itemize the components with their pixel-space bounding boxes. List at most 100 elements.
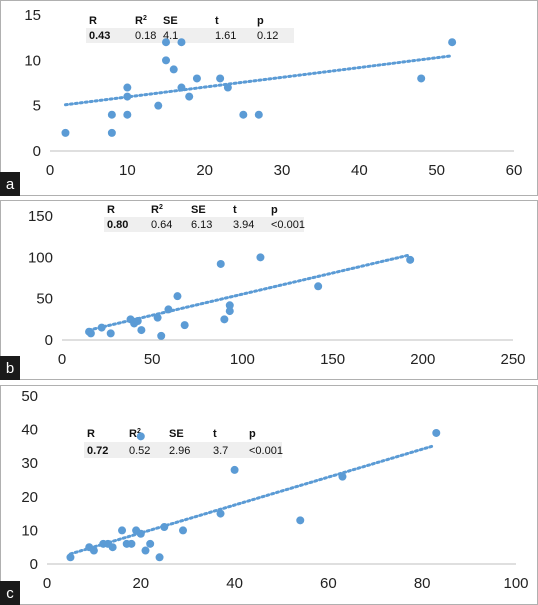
stats-value: 0.52 (129, 445, 150, 457)
data-point (157, 331, 166, 340)
data-point (406, 255, 415, 264)
y-tick-label: 150 (28, 208, 53, 225)
data-point (177, 38, 186, 47)
data-point (448, 38, 457, 47)
data-point (154, 101, 163, 110)
x-tick-label: 200 (410, 351, 435, 368)
data-point (118, 526, 127, 535)
stats-header: p (257, 15, 264, 27)
stats-value: <0.001 (249, 445, 283, 457)
y-tick-label: 5 (33, 98, 41, 115)
x-tick-label: 30 (274, 162, 291, 179)
y-tick-label: 20 (21, 489, 38, 506)
data-point (338, 472, 347, 481)
y-tick-label: 0 (30, 556, 38, 573)
stats-header: p (249, 428, 256, 440)
data-point (61, 128, 70, 137)
stats-value: 2.96 (169, 445, 190, 457)
trend-line (87, 253, 412, 332)
stats-header: R (89, 15, 97, 27)
y-tick-label: 10 (21, 522, 38, 539)
stats-value: 0.64 (151, 219, 172, 231)
data-point (185, 92, 194, 101)
data-point (123, 92, 132, 101)
stats-superscript: 2 (137, 428, 141, 435)
panel-c: 0 20 40 60 80 100 0 10 20 30 40 50 R R2 SE t p 0.72 0.52 2.… (0, 385, 538, 605)
data-point (86, 329, 95, 338)
panel-b: 0 50 100 150 200 250 0 50 100 150 R R2 SE t p 0.80 0.64 6… (0, 200, 538, 380)
x-tick-label: 20 (132, 575, 149, 592)
stats-value: 0.12 (257, 30, 278, 42)
stats-value: 1.61 (215, 30, 236, 42)
data-point (89, 546, 98, 555)
data-point (180, 321, 189, 330)
stats-header: t (233, 204, 237, 216)
stats-header: t (215, 15, 219, 27)
stats-superscript: 2 (143, 15, 147, 22)
data-point (179, 526, 188, 535)
x-tick-label: 10 (119, 162, 136, 179)
data-point (225, 301, 234, 310)
data-point (162, 38, 170, 47)
data-point (66, 553, 75, 562)
data-point (141, 546, 150, 555)
stats-header: R (87, 428, 95, 440)
y-tick-label: 40 (21, 422, 38, 439)
x-tick-label: 0 (46, 162, 54, 179)
x-tick-label: 0 (58, 351, 66, 368)
panel-label-box (0, 356, 20, 380)
data-point (123, 110, 132, 119)
stats-value: 0.18 (135, 30, 156, 42)
x-tick-label: 50 (144, 351, 161, 368)
y-tick-label: 50 (21, 388, 38, 405)
stats-header: SE (169, 428, 184, 440)
data-point (296, 516, 305, 525)
data-point (216, 74, 225, 83)
stats-value: 0.80 (107, 219, 128, 231)
data-point (164, 305, 173, 314)
stats-header: R2 (151, 204, 163, 216)
data-point (155, 553, 164, 562)
panel-label: c (6, 585, 14, 602)
data-point (97, 323, 106, 332)
y-tick-label: 15 (24, 7, 41, 24)
data-point (107, 128, 116, 137)
data-point (417, 74, 426, 83)
y-tick-label: 50 (36, 291, 53, 308)
data-point (108, 543, 117, 552)
data-point (169, 65, 178, 74)
stats-header: SE (191, 204, 206, 216)
y-tick-label: 0 (33, 143, 41, 160)
data-point (127, 539, 136, 548)
stats-header: p (271, 204, 278, 216)
stats-header: R2 (129, 428, 141, 440)
stats-value: 3.7 (213, 445, 228, 457)
stats-header: R2 (135, 15, 147, 27)
data-point (173, 292, 182, 301)
x-tick-label: 100 (230, 351, 255, 368)
data-point (136, 529, 145, 538)
data-point (137, 326, 146, 335)
data-point (220, 315, 229, 324)
data-point (146, 539, 155, 548)
data-point (256, 253, 265, 262)
data-point (216, 259, 225, 268)
data-point (133, 316, 142, 325)
data-point (106, 329, 115, 338)
stats-value: 0.43 (89, 30, 110, 42)
x-tick-label: 150 (320, 351, 345, 368)
data-point (225, 307, 234, 316)
y-tick-label: 30 (21, 455, 38, 472)
x-tick-label: 250 (500, 351, 525, 368)
stats-superscript: 2 (159, 204, 163, 211)
trend-line (68, 444, 434, 556)
data-point (314, 282, 323, 291)
x-tick-label: 80 (414, 575, 431, 592)
data-point (239, 110, 248, 119)
data-point (153, 313, 162, 322)
x-tick-label: 100 (503, 575, 528, 592)
data-point (192, 74, 201, 83)
